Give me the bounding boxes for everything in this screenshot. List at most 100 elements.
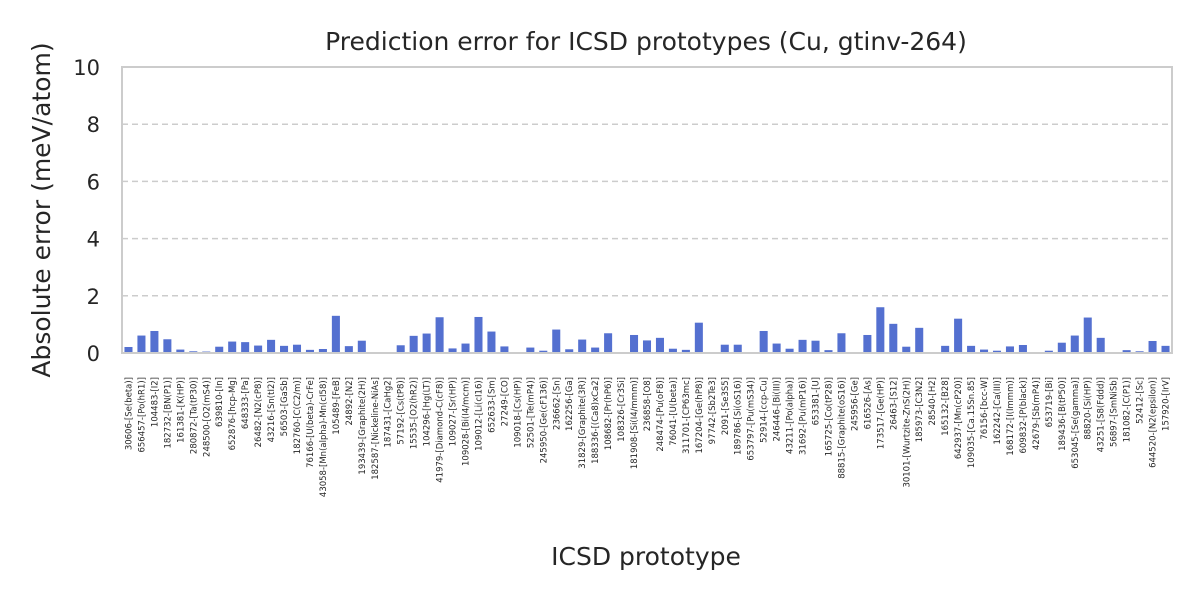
x-tick-label: 52914-[ccp-Cu] xyxy=(760,377,770,443)
bar xyxy=(837,333,846,353)
x-tick-label: 43058-[Mn(alpha)-Mn(cI58)] xyxy=(319,377,329,497)
x-tick-label: 88820-[Si(HP)] xyxy=(1084,377,1094,440)
x-axis-label: ICSD prototype xyxy=(551,542,741,571)
bar xyxy=(280,345,289,353)
bar xyxy=(1044,350,1053,353)
y-tick-label: 4 xyxy=(87,228,100,252)
x-tick-label: 652633-[Sm] xyxy=(487,377,497,433)
x-tick-label: 653381-[U] xyxy=(812,377,822,425)
x-tick-label: 648333-[Pa] xyxy=(241,377,251,429)
x-tick-label: 97742-[Sb2Te3] xyxy=(708,377,718,444)
x-tick-label: 76156-[bcc-W] xyxy=(980,377,990,440)
bars xyxy=(124,307,1170,353)
x-tick-label: 167204-[Ge(hP8)] xyxy=(695,377,705,454)
y-tick-label: 6 xyxy=(87,170,100,194)
x-tick-label: 43251-[S8(Fddd)] xyxy=(1097,377,1107,452)
bar xyxy=(422,333,431,353)
x-tick-label: 161381-[K(HP)] xyxy=(176,377,186,443)
bar xyxy=(798,339,807,353)
x-tick-label: 105489-[FeB] xyxy=(332,377,342,435)
bar xyxy=(824,350,833,353)
bar xyxy=(668,348,677,353)
x-tick-label: 236858-[O8] xyxy=(643,377,653,431)
x-tick-label: 189786-[Si(oS16)] xyxy=(734,377,744,455)
bar xyxy=(552,329,561,353)
bar xyxy=(1096,337,1105,353)
x-tick-label: 280872-[Ta(tP30)] xyxy=(189,377,199,454)
y-tick-label: 0 xyxy=(87,342,100,366)
x-tick-label: 187431-[CaHg2] xyxy=(384,377,394,448)
bar xyxy=(591,347,600,353)
x-tick-label: 162256-[Ga] xyxy=(565,377,575,431)
bar xyxy=(720,344,729,353)
chart-title: Prediction error for ICSD prototypes (Cu… xyxy=(325,27,967,56)
bar xyxy=(176,349,185,353)
x-tick-label: 52412-[Sc] xyxy=(1136,377,1146,424)
bar xyxy=(318,348,327,353)
x-tick-label: 109018-[Cs(HP)] xyxy=(513,377,523,448)
x-tick-label: 193439-[Graphite(2H)] xyxy=(358,377,368,475)
x-tick-label: 639810-[In] xyxy=(215,377,225,427)
x-tick-label: 43211-[Po(alpha)] xyxy=(786,377,796,454)
x-tick-label: 31692-[Pu(mP16)] xyxy=(799,377,809,455)
x-tick-label: 642937-[Mn(cP20)] xyxy=(954,377,964,459)
x-tick-label: 609832-[P(black)] xyxy=(1019,377,1029,453)
x-tick-label: 109027-[Sr(HP)] xyxy=(449,377,459,446)
x-tick-label: 653719-[Bi] xyxy=(1045,377,1055,427)
bar xyxy=(526,347,535,353)
x-tick-label: 108682-[Pr(hP6)] xyxy=(604,377,614,450)
x-tick-label: 30101-[Wurtzite-ZnS(2H)] xyxy=(902,377,912,488)
bar xyxy=(500,346,509,353)
x-tick-label: 173517-[Ge(HP)] xyxy=(876,377,886,449)
x-tick-label: 181082-[C(P1)] xyxy=(1123,377,1133,442)
grid-lines xyxy=(122,123,1172,297)
x-tick-label: 653797-[Pu(mS34)] xyxy=(747,377,757,461)
bar xyxy=(396,345,405,353)
bar xyxy=(215,346,224,353)
x-tick-label: 15535-[O2(hR2)] xyxy=(410,377,420,449)
x-tick-label: 41979-[Diamond-C(cF8)] xyxy=(436,377,446,483)
bar xyxy=(163,339,172,353)
bar xyxy=(1070,335,1079,353)
x-tick-label: 26482-[N2(cP8)] xyxy=(254,377,264,447)
x-tick-label: 88815-[Graphite(oS16)] xyxy=(837,377,847,479)
x-tick-label: 165132-[B28] xyxy=(941,377,951,436)
bar xyxy=(241,342,250,353)
x-tick-label: 57192-[Cs(tP8)] xyxy=(397,377,407,445)
bar xyxy=(863,334,872,353)
x-tick-label: 56897-[SmNiSb] xyxy=(1110,377,1120,447)
bar xyxy=(487,331,496,353)
bar xyxy=(137,335,146,353)
bar xyxy=(409,335,418,353)
x-tick-label: 189436-[B(tP50)] xyxy=(1058,377,1068,451)
x-tick-label: 56503-[GaSb] xyxy=(280,377,290,436)
x-tick-label: 109028-[Bi(I4/mcm)] xyxy=(462,377,472,466)
x-tick-label: 104483-[I2] xyxy=(150,377,160,427)
x-tick-label: 616526-[As] xyxy=(863,377,873,429)
x-tick-label: 311701-[CP63mc] xyxy=(682,377,692,454)
bar xyxy=(785,348,794,353)
x-tick-label: 30606-[Se(beta)] xyxy=(124,377,134,450)
bar xyxy=(267,339,276,353)
bar xyxy=(1005,346,1014,353)
y-tick-labels: 0 2 4 6 8 10 xyxy=(73,56,100,366)
x-tick-label: 52501-[Te(mP4)] xyxy=(526,377,536,448)
bar xyxy=(461,343,470,353)
x-tick-label: 165725-[Co(tP28)] xyxy=(824,377,834,456)
bar xyxy=(305,349,314,353)
x-tick-label: 28540-[H2] xyxy=(928,377,938,426)
bar xyxy=(578,339,587,353)
x-tick-label: 245956-[Ge] xyxy=(850,377,860,431)
bar xyxy=(539,350,548,353)
x-tick-label: 31829-[Graphite(3R)] xyxy=(578,377,588,469)
bar xyxy=(1148,340,1157,353)
y-axis-label: Absolute error (meV/atom) xyxy=(27,42,56,377)
bar xyxy=(655,337,664,353)
y-tick-label: 8 xyxy=(87,113,100,137)
x-tick-label: 182760-[C(C2/m)] xyxy=(293,377,303,454)
x-tick-label: 24892-[N2] xyxy=(345,377,355,426)
x-tick-label: 653045-[Se(gamma)] xyxy=(1071,377,1081,469)
y-tick-label: 10 xyxy=(73,56,100,80)
bar xyxy=(889,323,898,353)
bar xyxy=(876,307,885,353)
